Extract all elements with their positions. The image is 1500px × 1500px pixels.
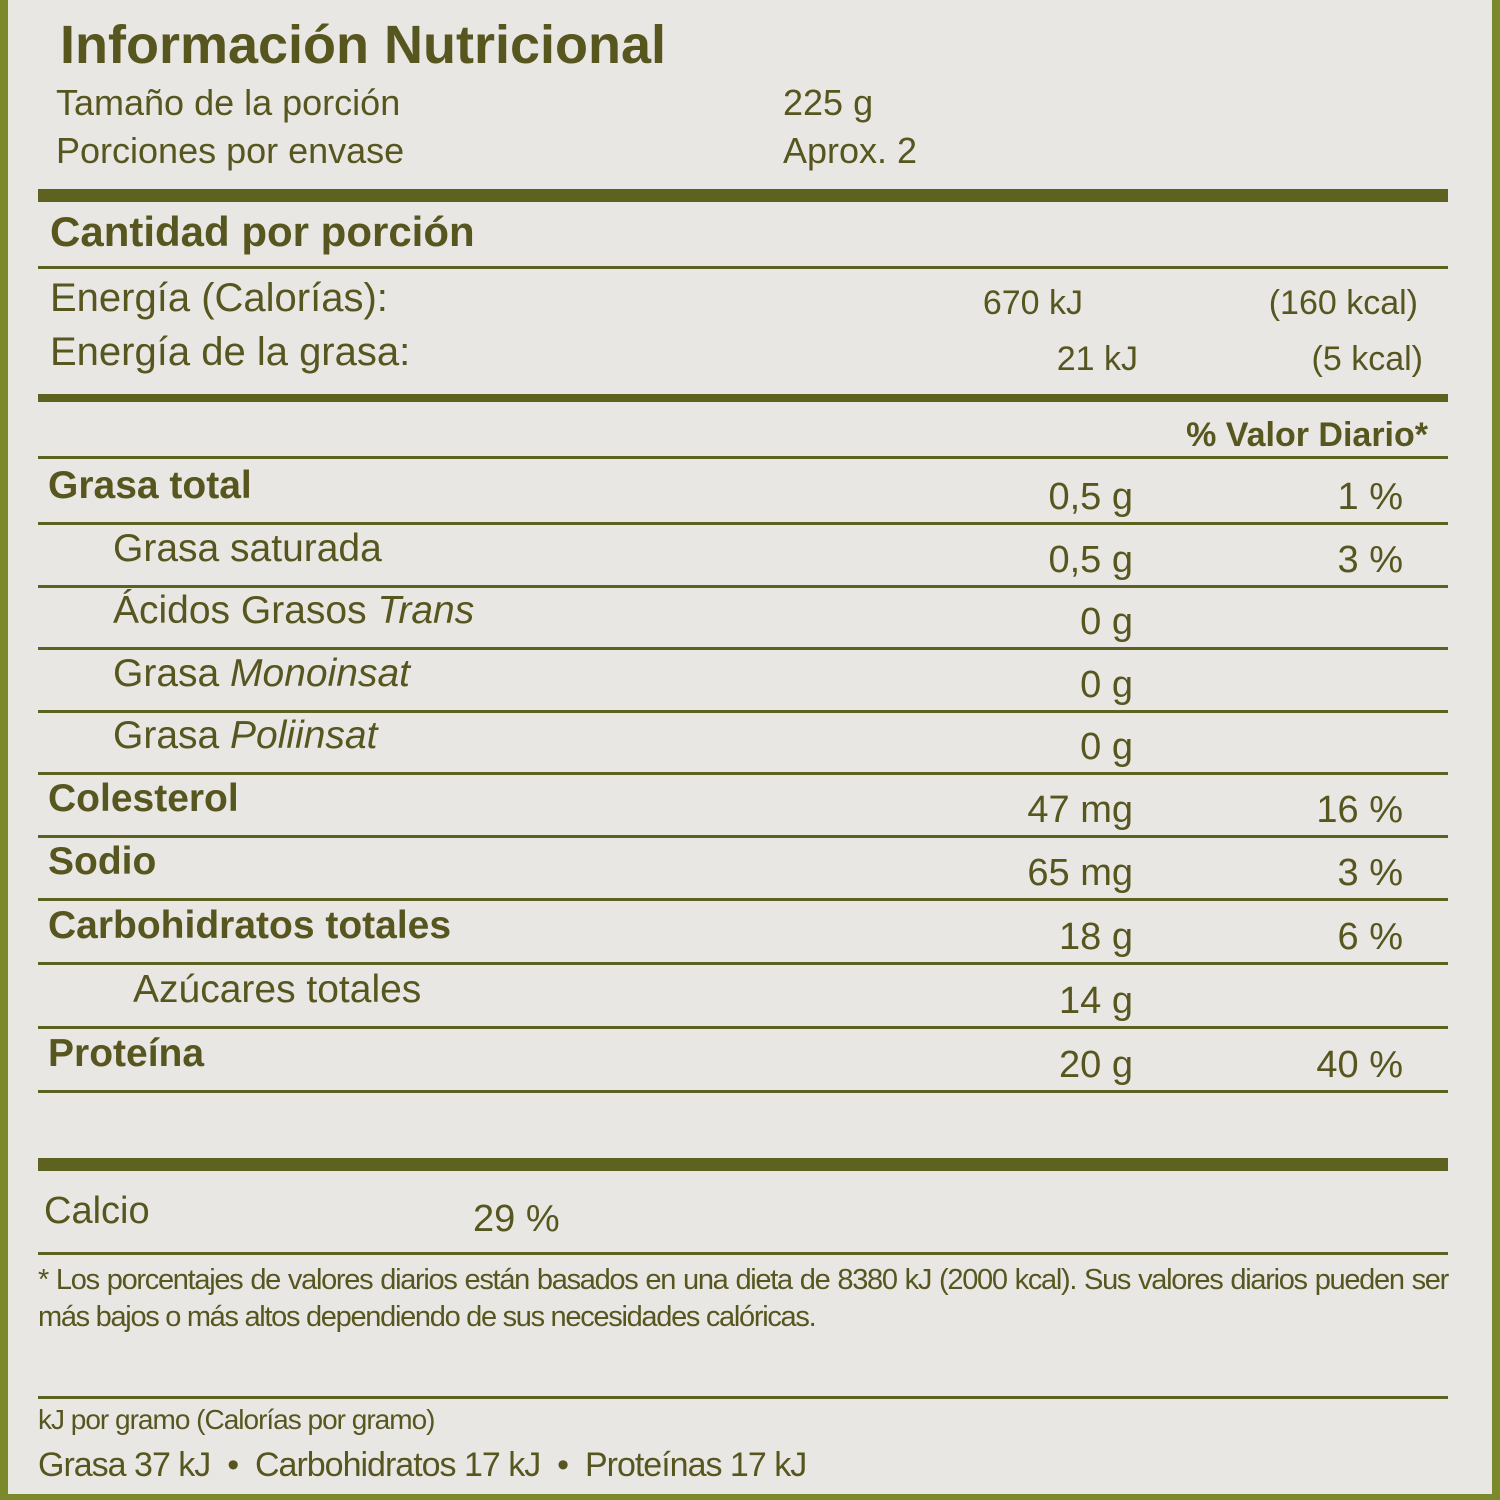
divider [38,456,1448,459]
nutrient-dv: 40 % [1316,1044,1403,1086]
nutrient-name-italic: Poliinsat [230,714,378,757]
nutrient-dv: 1 % [1337,476,1403,518]
per-gram-header: kJ por gramo (Calorías por gramo) [38,1404,435,1435]
divider [38,522,1448,525]
nutrition-label: Información Nutricional Tamaño de la por… [8,0,1492,1494]
serving-size-label: Tamaño de la porción [56,82,401,123]
energy-kj: 670 kJ [982,284,1083,322]
servings-label: Porciones por envase [56,130,405,171]
nutrient-amount: 0 g [1080,726,1133,768]
nutrient-name: Carbohidratos totales [48,904,452,947]
nutrient-amount: 0 g [1080,664,1133,706]
nutrient-dv: 16 % [1316,789,1403,831]
nutrient-label: Grasa total [48,464,252,508]
nutrient-dv: 3 % [1337,539,1403,581]
energy-fat-kj: 21 kJ [1056,340,1138,378]
per-gram-values: Grasa 37 kJ • Carbohidratos 17 kJ • Prot… [38,1446,807,1484]
nutrient-name: Proteína [48,1032,205,1075]
serving-size-value: 225 g [783,82,874,123]
divider [38,1090,1448,1093]
nutrient-amount: 65 mg [1027,852,1133,894]
divider [38,835,1448,838]
nutrient-label: Grasa saturada [113,527,382,571]
nutrient-amount: 20 g [1059,1044,1133,1086]
divider [38,1396,1448,1399]
divider [38,898,1448,901]
divider [38,266,1448,269]
divider [38,394,1448,402]
divider [38,962,1448,965]
divider [38,585,1448,588]
nutrient-amount: 0 g [1080,601,1133,643]
dv-header: % Valor Diario* [1186,416,1428,454]
divider [38,1252,1448,1255]
nutrient-amount: 0,5 g [1048,539,1133,581]
nutrient-amount: 14 g [1059,980,1133,1022]
divider [38,772,1448,775]
nutrient-amount: 0,5 g [1048,476,1133,518]
nutrient-name: Grasa total [48,464,252,507]
nutrient-amount: 18 g [1059,916,1133,958]
calcium-label: Calcio [44,1190,150,1232]
nutrient-name: Sodio [48,840,157,883]
energy-fat-kcal: (5 kcal) [1311,340,1423,378]
divider [38,647,1448,650]
nutrient-name: Azúcares totales [133,968,422,1011]
nutrient-label: Colesterol [48,777,239,821]
divider [38,1026,1448,1029]
energy-kcal: (160 kcal) [1268,284,1418,322]
nutrient-name: Grasa [113,652,231,695]
footnote: * Los porcentajes de valores diarios est… [38,1264,1449,1333]
nutrient-label: Ácidos Grasos Trans [113,589,474,633]
divider [38,1158,1448,1171]
servings-value: Aprox. 2 [783,130,918,171]
nutrient-label: Sodio [48,840,156,884]
energy-fat-label: Energía de la grasa: [50,330,411,374]
nutrient-name-italic: Monoinsat [230,652,410,695]
amount-per-serving: Cantidad por porción [50,208,475,255]
nutrient-name: Grasa [113,714,231,757]
nutrient-name: Ácidos Grasos [113,589,378,632]
nutrient-name-italic: Trans [377,589,475,632]
nutrient-dv: 3 % [1337,852,1403,894]
nutrient-name: Grasa saturada [113,527,382,570]
nutrient-label: Grasa Monoinsat [113,652,410,696]
nutrient-name: Colesterol [48,777,239,820]
nutrient-amount: 47 mg [1027,789,1133,831]
nutrient-label: Carbohidratos totales [48,904,451,948]
nutrient-dv: 6 % [1337,916,1403,958]
nutrient-label: Grasa Poliinsat [113,714,377,758]
energy-label: Energía (Calorías): [50,276,388,320]
divider [38,189,1448,202]
nutrient-label: Proteína [48,1032,204,1076]
label-title: Información Nutricional [60,15,667,75]
calcium-dv: 29 % [473,1198,560,1240]
nutrient-label: Azúcares totales [133,968,421,1012]
divider [38,710,1448,713]
